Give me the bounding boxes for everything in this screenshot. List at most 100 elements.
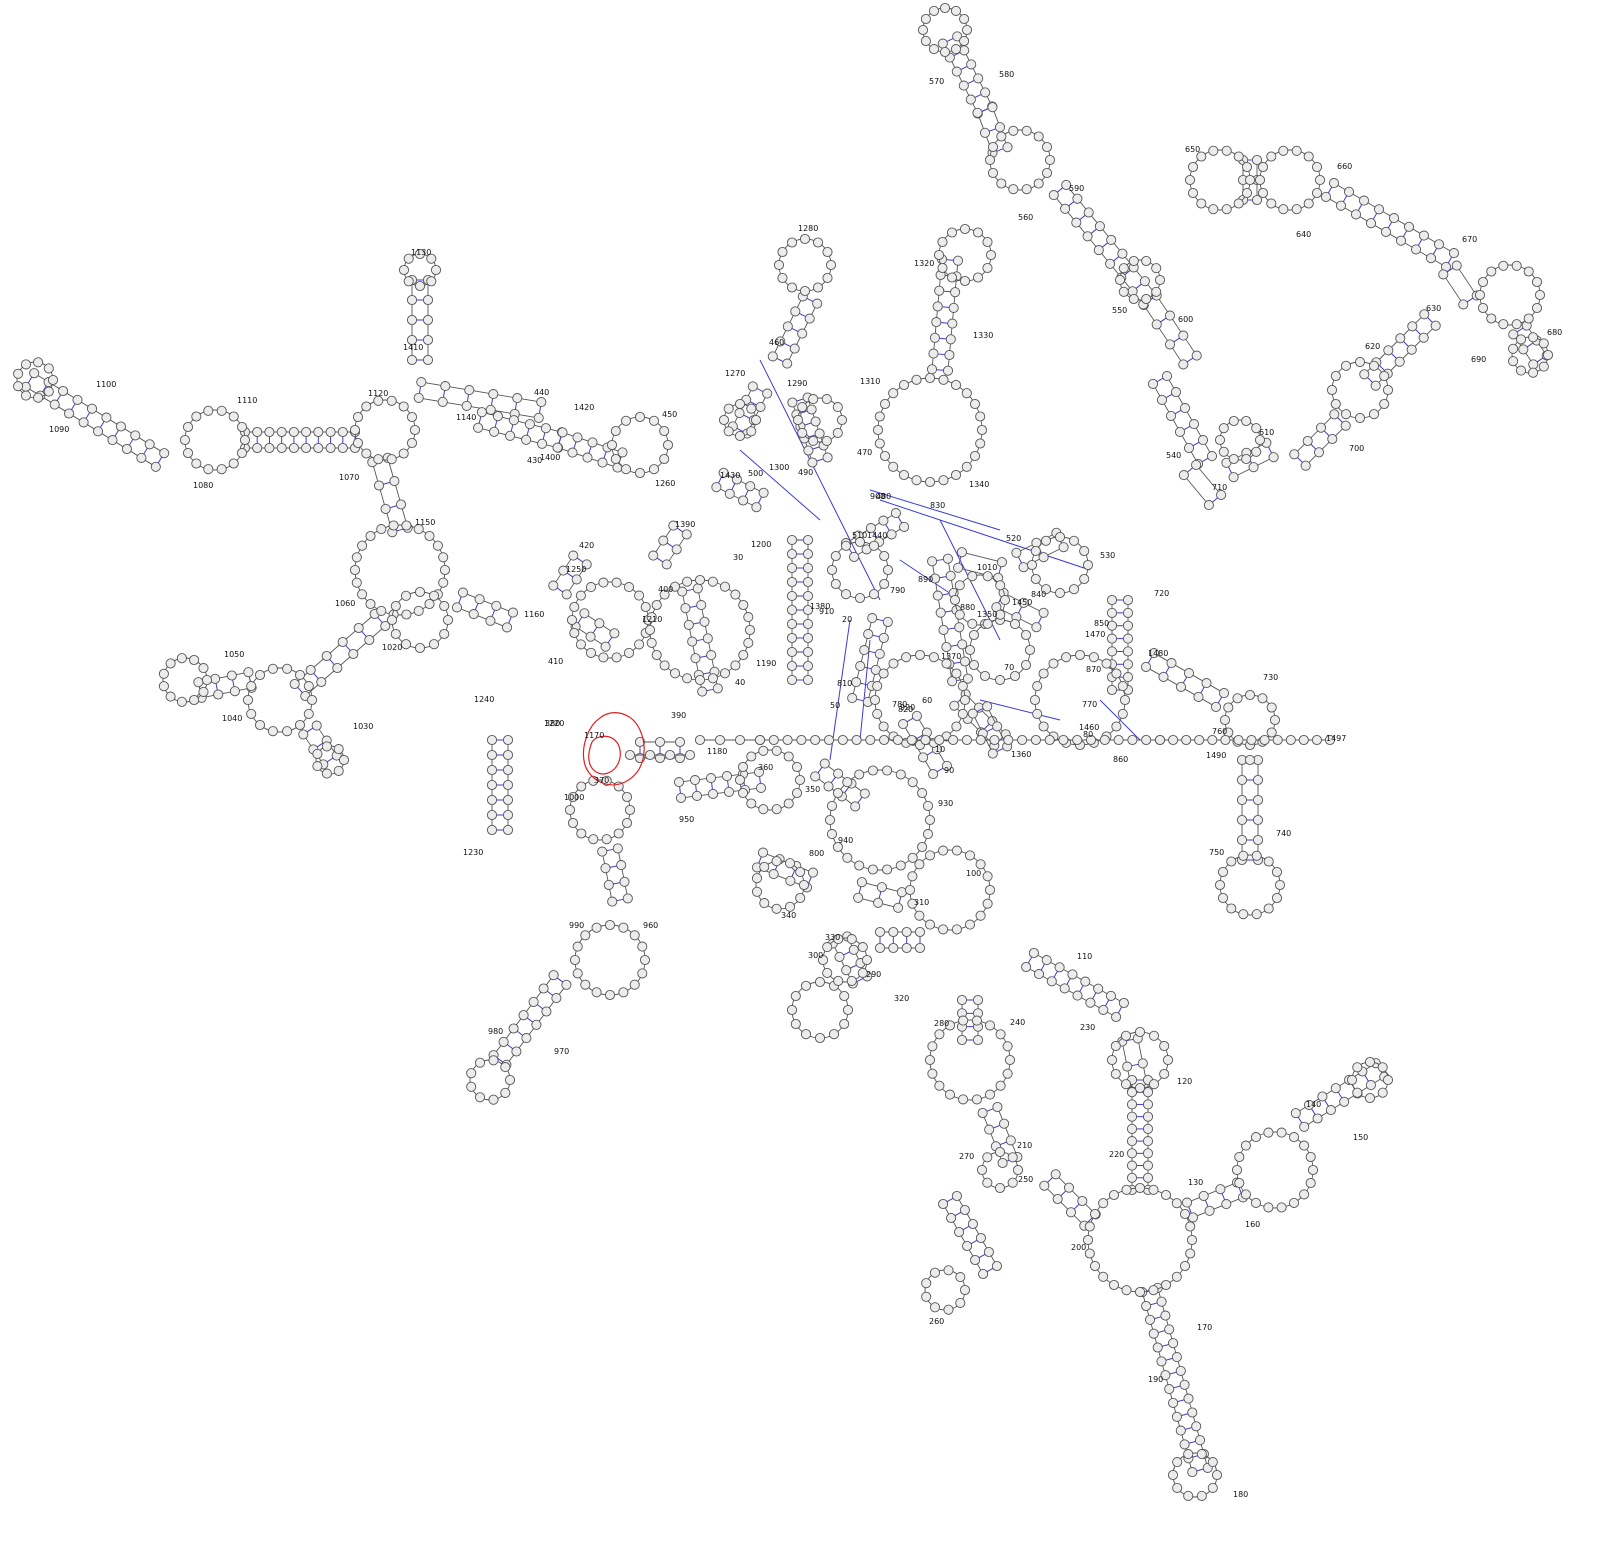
nucleotide — [1161, 371, 1173, 382]
position-label: 1160 — [524, 610, 544, 619]
nucleotide — [786, 674, 798, 686]
nucleotide — [822, 967, 833, 978]
nucleotide — [1044, 154, 1056, 166]
nucleotide — [571, 574, 582, 585]
nucleotide — [621, 791, 633, 803]
nucleotide — [786, 237, 798, 248]
nucleotide — [1474, 289, 1486, 301]
nucleotide — [572, 968, 583, 979]
nucleotide — [311, 720, 322, 731]
nucleotide — [978, 1268, 989, 1280]
nucleotide — [1207, 1457, 1218, 1468]
nucleotide — [738, 649, 749, 661]
nucleotide — [777, 272, 788, 284]
position-label: 220 — [1109, 1150, 1124, 1159]
nucleotide — [1021, 184, 1032, 195]
nucleotide — [826, 564, 838, 576]
nucleotide — [945, 570, 956, 581]
nucleotide — [1184, 174, 1196, 186]
single-strand — [1154, 734, 1336, 746]
loop — [242, 663, 318, 737]
nucleotide — [1160, 1310, 1171, 1321]
nucleotide — [979, 127, 991, 138]
backbone-strand — [1456, 265, 1478, 296]
nucleotide — [246, 708, 257, 719]
nucleotide — [786, 576, 798, 588]
nucleotide — [783, 798, 794, 809]
nucleotide — [1395, 333, 1406, 344]
nucleotide — [964, 919, 976, 930]
position-label: 990 — [569, 921, 584, 930]
helix — [289, 608, 391, 702]
single-strand — [694, 734, 766, 746]
nucleotide — [1226, 856, 1237, 867]
nucleotide — [911, 710, 922, 721]
nucleotide — [1041, 955, 1052, 966]
nucleotide — [1278, 204, 1289, 215]
nucleotide — [964, 644, 976, 656]
position-label: 680 — [1547, 328, 1562, 337]
nucleotide — [865, 734, 876, 746]
nucleotide — [1026, 559, 1038, 571]
nucleotide — [267, 663, 278, 674]
nucleotide — [979, 670, 991, 682]
nucleotide — [191, 458, 202, 469]
nucleotide — [942, 365, 954, 376]
nucleotide — [634, 736, 646, 748]
nucleotide — [951, 845, 962, 856]
nucleotide — [1272, 734, 1283, 746]
nucleotide — [1105, 258, 1116, 269]
nucleotide — [854, 592, 866, 604]
position-label: 730 — [1263, 673, 1278, 682]
nucleotide — [1236, 774, 1248, 786]
nucleotide — [1122, 607, 1134, 618]
nucleotide — [406, 294, 418, 306]
nucleotide — [1178, 330, 1189, 341]
nucleotide — [488, 389, 499, 400]
nucleotide — [1151, 286, 1162, 297]
nucleotide — [942, 553, 953, 564]
backbone-strand — [456, 607, 508, 628]
nucleotide — [721, 771, 733, 782]
nucleotide — [439, 564, 451, 576]
nucleotide — [1106, 646, 1118, 657]
nucleotide — [786, 548, 798, 560]
position-label: 120 — [1177, 1077, 1192, 1086]
nucleotide — [242, 694, 254, 706]
position-label: 540 — [1166, 451, 1181, 460]
nucleotide — [1326, 384, 1338, 396]
loop — [386, 586, 454, 654]
nucleotide — [1121, 1285, 1132, 1296]
nucleotide — [654, 736, 666, 748]
nucleotide — [576, 781, 587, 792]
nucleotide — [753, 767, 765, 778]
position-label: 530 — [1100, 551, 1115, 560]
nucleotide — [874, 411, 885, 422]
nucleotide — [1382, 384, 1394, 396]
nucleotide — [854, 860, 865, 871]
nucleotide — [956, 994, 968, 1006]
nucleotide — [1252, 774, 1264, 786]
nucleotide — [938, 374, 949, 385]
nucleotide — [994, 122, 1006, 133]
nucleotide — [400, 639, 412, 650]
nucleotide — [502, 734, 514, 746]
nucleotide — [784, 858, 796, 869]
nucleotide — [1122, 672, 1134, 683]
nucleotide — [1082, 1234, 1094, 1246]
nucleotide — [982, 871, 993, 882]
nucleotide — [1020, 629, 1032, 641]
nucleotide — [1089, 1208, 1101, 1220]
nucleotide — [995, 580, 1006, 591]
nucleotide — [914, 926, 926, 938]
nucleotide — [301, 426, 312, 438]
nucleotide — [604, 919, 616, 931]
nucleotide — [1354, 412, 1366, 424]
nucleotide — [474, 594, 485, 605]
nucleotide — [814, 976, 826, 988]
nucleotide — [972, 272, 984, 283]
nucleotide — [668, 520, 679, 531]
position-label: 100 — [966, 869, 981, 878]
nucleotide — [949, 700, 960, 711]
nucleotide — [1122, 646, 1134, 657]
